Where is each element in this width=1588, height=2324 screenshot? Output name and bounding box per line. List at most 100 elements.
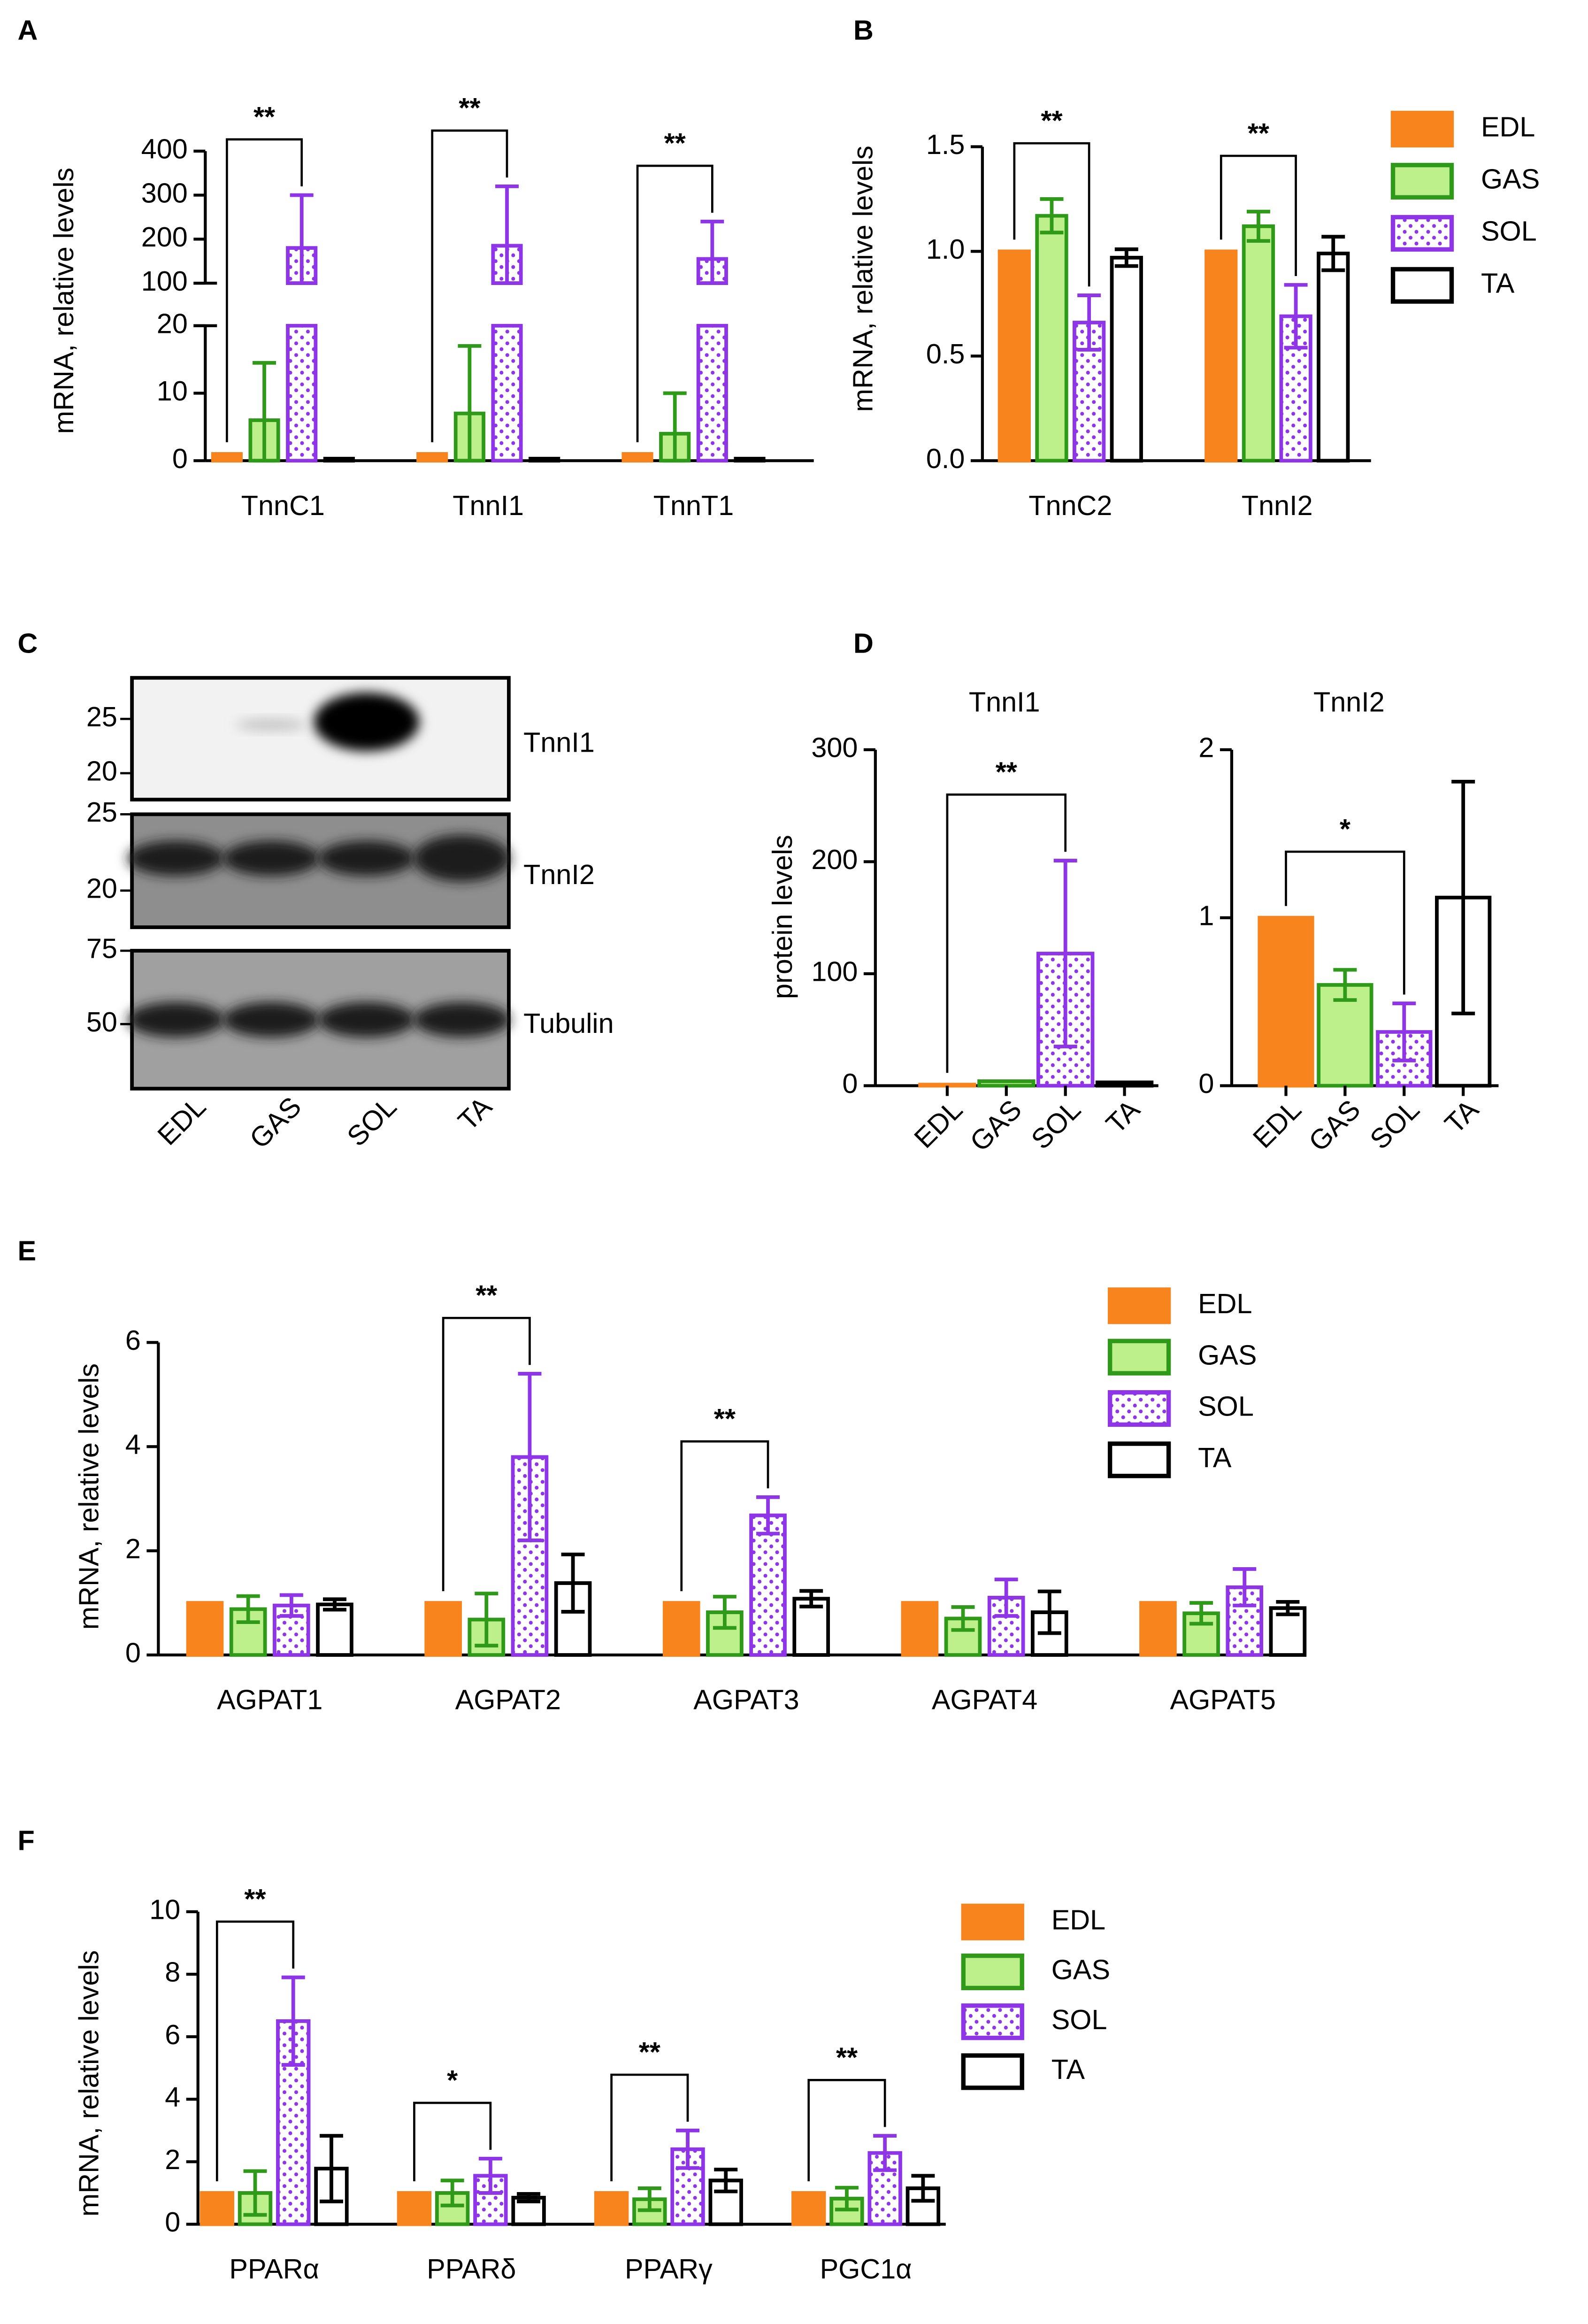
legend-swatch [1390, 215, 1454, 252]
error-bar [911, 2174, 935, 2203]
bar [1242, 224, 1275, 463]
x-tick-label: SOL [1025, 1093, 1087, 1155]
legend-label: GAS [1481, 163, 1540, 195]
x-tick-label: GAS [964, 1093, 1028, 1157]
y-tick-label: 200 [811, 844, 858, 875]
marker-label: 25 [86, 796, 117, 828]
y-axis-label: mRNA, relative levels [73, 1363, 104, 1630]
bar [1204, 249, 1238, 463]
y-tick-label: 6 [125, 1324, 141, 1356]
bar [791, 2191, 826, 2226]
significance-bracket [946, 793, 1067, 1073]
bar [1073, 321, 1106, 463]
y-tick-label: 1.5 [926, 129, 965, 160]
y-axis-label: mRNA, relative levels [48, 168, 79, 434]
marker-label: 50 [86, 1006, 117, 1038]
legend-swatch [1107, 1390, 1171, 1427]
band [127, 840, 224, 876]
blot-label: Tubulin [523, 1008, 614, 1039]
y-tick-label: 0 [842, 1068, 858, 1099]
bar [273, 1603, 310, 1657]
error-bar [1451, 779, 1475, 1016]
bar [424, 1601, 462, 1657]
panel-label: A [17, 14, 38, 46]
y-tick-label: 4 [125, 1429, 141, 1460]
significance-label: ** [836, 2041, 858, 2073]
error-bar [994, 1578, 1018, 1618]
y-tick-label: 0 [165, 2206, 180, 2238]
y-tick-label: 0 [172, 443, 188, 474]
significance-label: ** [476, 1279, 498, 1311]
error-bar [1246, 209, 1270, 243]
blot-label: TnnI1 [523, 727, 595, 758]
significance-label: * [1340, 813, 1351, 845]
y-tick-label: 6 [165, 2019, 180, 2050]
significance-label: ** [714, 1403, 736, 1434]
x-tick-label: PPARγ [625, 2253, 713, 2285]
legend-swatch [1107, 1287, 1171, 1324]
error-bar [676, 2128, 700, 2170]
legend-swatch [961, 1903, 1024, 1940]
x-tick-label: PGC1α [820, 2253, 912, 2285]
significance-label: ** [244, 1883, 266, 1915]
band [127, 1002, 224, 1038]
significance-bracket [1013, 142, 1090, 287]
band [222, 840, 320, 876]
legend-swatch [1390, 162, 1454, 200]
error-bar [756, 1495, 780, 1536]
y-axis-label: protein levels [767, 835, 798, 999]
error-bar [458, 344, 482, 463]
x-tick-label: SOL [1364, 1093, 1425, 1155]
bar [1258, 916, 1314, 1088]
band [318, 840, 415, 876]
error-bar [713, 1594, 736, 1630]
error-bar [1392, 1001, 1416, 1062]
x-tick-label: TnnT1 [653, 490, 734, 521]
bar [1035, 214, 1068, 463]
error-bar [1321, 235, 1345, 272]
y-tick-label: 0.5 [926, 338, 965, 369]
bar [473, 2174, 508, 2226]
error-bar [518, 1372, 542, 1542]
y-axis-label: mRNA, relative levels [73, 1950, 104, 2216]
bar [829, 2197, 864, 2226]
y-tick-label: 10 [149, 1894, 180, 1925]
bar [792, 1597, 830, 1657]
legend-label: SOL [1481, 215, 1537, 247]
bar [1269, 1606, 1307, 1657]
y-tick-label: 100 [811, 956, 858, 987]
error-bar [700, 219, 724, 285]
error-bar [517, 2192, 541, 2203]
y-tick-label: 2 [1198, 732, 1214, 763]
x-tick-label: TA [1100, 1093, 1146, 1139]
bar [435, 2191, 470, 2226]
significance-bracket [442, 1316, 531, 1592]
significance-bracket [680, 1440, 769, 1592]
error-bar [323, 1597, 346, 1612]
x-tick-label: GAS [1303, 1093, 1366, 1157]
legend-label: GAS [1198, 1339, 1257, 1370]
marker-label: 75 [86, 933, 117, 964]
bar [316, 1602, 353, 1657]
bar [734, 457, 766, 463]
error-bar [279, 1593, 303, 1618]
bar [1317, 983, 1373, 1088]
significance-label: ** [639, 2036, 661, 2068]
error-bar [243, 2169, 267, 2217]
significance-bracket [215, 1920, 295, 2181]
legend-label: SOL [1198, 1391, 1254, 1422]
bar [901, 1601, 939, 1657]
legend-label: TA [1051, 2054, 1085, 2085]
panel-label: F [17, 1825, 34, 1856]
band [314, 693, 420, 751]
x-tick-label: TA [1439, 1093, 1485, 1139]
bar [529, 457, 560, 463]
y-tick-label: 300 [811, 732, 858, 763]
error-bar [714, 2168, 738, 2193]
bar [416, 452, 448, 463]
significance-label: ** [253, 101, 276, 132]
bar [1110, 255, 1143, 463]
blot-panel [130, 676, 511, 802]
y-tick-label: 20 [157, 308, 188, 339]
error-bar [495, 184, 519, 285]
